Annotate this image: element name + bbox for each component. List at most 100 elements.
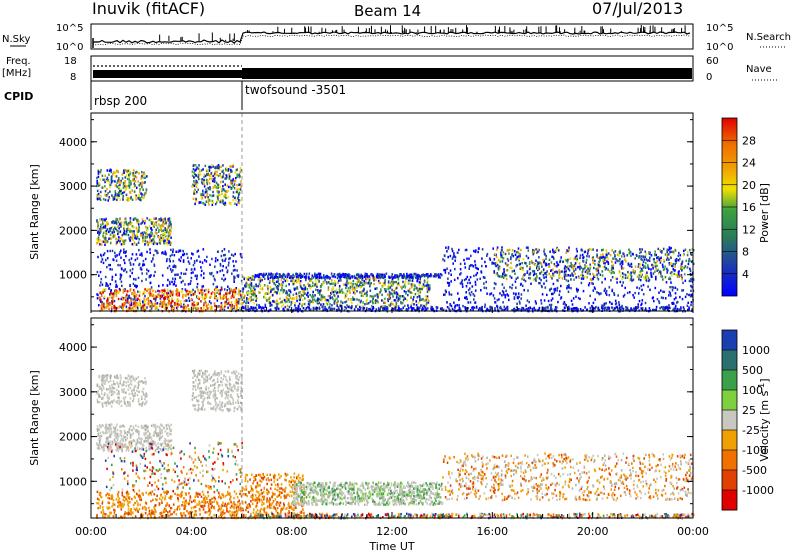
power-echo [139,253,141,256]
power-echo [299,272,301,275]
power-echo [588,255,590,258]
power-echo [466,297,468,301]
power-echo [170,222,172,226]
power-echo [632,270,634,274]
power-echo [134,258,137,262]
power-echo [170,236,172,239]
power-echo [183,304,185,308]
power-echo [366,302,368,305]
power-echo [191,302,194,305]
power-echo [460,281,463,284]
power-echo [403,290,406,293]
power-echo [274,301,276,304]
power-echo [382,308,384,311]
power-echo [195,197,197,201]
power-echo [120,223,122,227]
power-echo [207,290,210,294]
power-echo [680,274,683,277]
power-echo [483,286,486,289]
power-echo [214,291,217,294]
power-echo [373,299,376,303]
power-echo [672,262,675,266]
power-echo [592,301,595,305]
power-echo [491,262,493,265]
power-echo [130,257,133,260]
power-echo [443,254,446,257]
power-echo [383,301,385,305]
power-echo [100,290,103,294]
power-echo [255,274,258,277]
power-echo [459,282,462,285]
power-echo [104,185,106,188]
power-echo [194,182,196,185]
power-echo [656,269,658,272]
nave-tick-top: 60 [706,56,719,67]
power-echo [173,282,176,286]
power-echo [395,291,398,294]
power-echo [373,279,375,282]
power-echo [166,293,169,297]
power-echo [600,292,602,295]
power-echo [263,295,265,299]
power-echo [530,282,532,285]
power-echo [114,184,117,187]
power-echo [101,174,104,177]
power-echo [125,169,127,172]
power-echo [128,184,130,187]
power-echo [448,293,451,296]
power-data-cloud [96,164,695,313]
power-echo [208,168,211,171]
power-echo [614,303,617,306]
power-echo [161,274,164,277]
power-echo [454,304,457,307]
power-echo [581,253,584,257]
power-echo [642,255,644,258]
power-echo [611,289,613,293]
power-echo [403,281,405,284]
power-echo [132,234,135,238]
power-echo [178,303,181,306]
power-echo [231,272,233,275]
power-echo [261,274,264,277]
power-echo [252,275,254,278]
power-echo [599,273,602,276]
power-echo [604,265,606,268]
power-echo [228,175,231,178]
power-echo [127,197,130,200]
power-echo [573,270,575,273]
power-echo [474,250,477,254]
power-echo [395,286,398,290]
power-echo [208,300,211,303]
power-echo [495,264,497,268]
power-echo [129,283,131,287]
power-echo [295,297,298,300]
power-echo [591,282,593,285]
power-echo [550,269,553,272]
power-echo [484,276,486,279]
power-echo [170,230,172,233]
power-echo [131,243,134,246]
power-echo [315,307,317,310]
power-echo [288,273,290,276]
power-echo [134,236,136,240]
power-echo [250,284,253,288]
power-echo [242,306,245,309]
power-echo [219,264,222,267]
power-echo [404,280,407,283]
power-echo [529,267,531,271]
power-echo [618,270,621,273]
power-echo [147,241,150,245]
power-echo [152,254,155,257]
power-echo [213,295,216,298]
power-echo [666,257,669,260]
power-echo [274,273,277,276]
power-echo [347,287,350,290]
power-echo [152,303,155,306]
power-echo [684,295,687,299]
power-echo [379,273,381,276]
power-echo [550,287,553,290]
power-echo [407,304,409,307]
power-echo [286,300,288,303]
power-echo [133,305,135,308]
power-echo [148,224,151,228]
